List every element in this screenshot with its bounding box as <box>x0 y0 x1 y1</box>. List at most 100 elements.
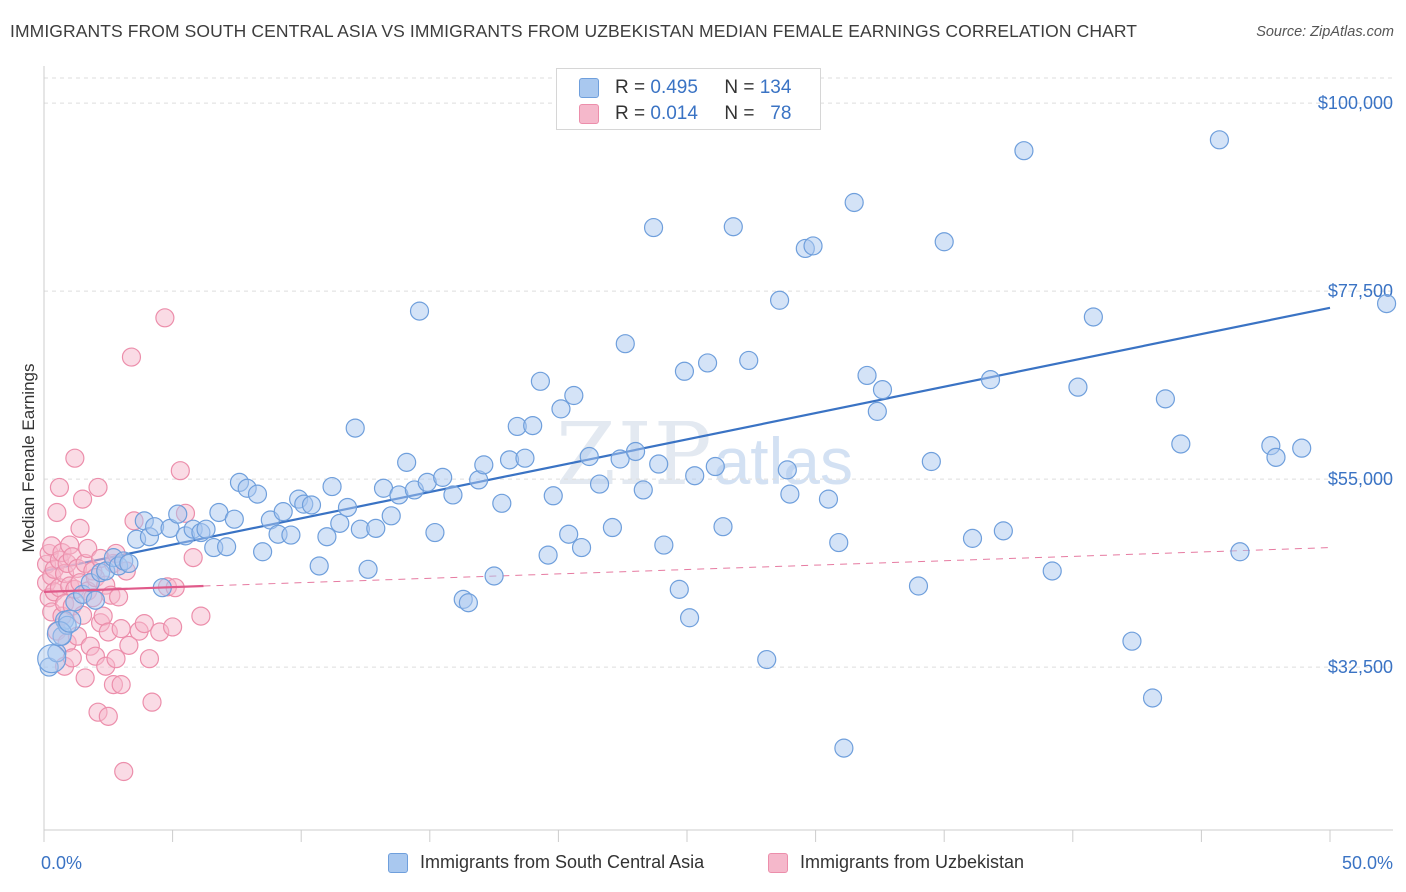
data-point-south-central-asia <box>253 542 273 562</box>
data-point-south-central-asia <box>397 452 417 472</box>
data-point-uzbekistan <box>47 502 67 523</box>
data-point-south-central-asia <box>769 290 790 310</box>
legend-r-label: R = <box>615 103 646 124</box>
data-point-south-central-asia <box>1292 438 1312 458</box>
chart-source: Source: ZipAtlas.com <box>1256 24 1394 40</box>
legend-r-value: 0.495 <box>650 77 698 98</box>
data-point-uzbekistan <box>49 477 70 498</box>
data-point-south-central-asia <box>484 566 504 586</box>
legend-r-label: R = <box>615 77 646 98</box>
data-point-south-central-asia <box>458 593 478 613</box>
data-point-uzbekistan <box>78 538 98 559</box>
data-point-south-central-asia <box>515 448 535 468</box>
data-point-uzbekistan <box>155 308 175 328</box>
data-point-south-central-asia <box>633 480 653 500</box>
data-point-south-central-asia <box>818 489 839 509</box>
data-point-south-central-asia <box>934 232 954 252</box>
data-point-south-central-asia <box>803 236 823 256</box>
data-point-south-central-asia <box>697 353 718 373</box>
data-point-south-central-asia <box>867 401 887 421</box>
data-point-south-central-asia <box>425 522 445 543</box>
data-point-uzbekistan <box>88 477 108 498</box>
data-point-south-central-asia <box>1230 542 1250 562</box>
data-point-south-central-asia <box>37 644 67 674</box>
y-tick-label: $77,500 <box>1328 281 1393 301</box>
bottom-legend-swatch-pink <box>768 853 788 873</box>
data-point-south-central-asia <box>649 454 669 474</box>
trend-line-uzbekistan-extended <box>203 547 1331 587</box>
data-point-south-central-asia <box>281 525 301 545</box>
data-point-south-central-asia <box>273 502 293 522</box>
data-point-uzbekistan <box>170 461 190 481</box>
data-point-south-central-asia <box>523 415 543 436</box>
data-point-uzbekistan <box>142 692 162 712</box>
data-point-south-central-asia <box>908 576 929 596</box>
trend-line-uzbekistan <box>43 584 204 593</box>
data-point-south-central-asia <box>224 509 244 529</box>
data-point-south-central-asia <box>872 380 893 400</box>
data-point-uzbekistan <box>134 614 154 634</box>
data-point-south-central-asia <box>705 456 725 477</box>
x-tick-label-start: 0.0% <box>41 853 82 873</box>
data-point-uzbekistan <box>98 706 118 726</box>
y-tick-label: $32,500 <box>1328 657 1393 677</box>
data-point-south-central-asia <box>551 399 571 419</box>
data-point-south-central-asia <box>530 371 550 391</box>
data-point-south-central-asia <box>993 521 1013 541</box>
data-point-south-central-asia <box>358 559 378 579</box>
data-point-south-central-asia <box>559 524 579 544</box>
y-tick-label: $55,000 <box>1328 469 1393 489</box>
data-point-uzbekistan <box>108 587 129 607</box>
data-point-uzbekistan <box>119 635 139 655</box>
data-point-south-central-asia <box>345 418 365 438</box>
legend-r-value: 0.014 <box>650 103 698 124</box>
data-point-south-central-asia <box>317 527 337 547</box>
data-point-south-central-asia <box>301 495 322 515</box>
x-tick-label-end: 50.0% <box>1342 853 1393 873</box>
trend-line-south-central-asia <box>43 306 1331 573</box>
correlation-legend: R = 0.495 N = 134 R = 0.014 N = 78 <box>556 68 821 130</box>
data-point-south-central-asia <box>381 506 401 526</box>
data-point-south-central-asia <box>564 385 584 406</box>
data-point-uzbekistan <box>65 448 85 468</box>
data-point-south-central-asia <box>1083 307 1103 327</box>
data-point-south-central-asia <box>579 446 599 467</box>
data-point-uzbekistan <box>72 489 93 509</box>
legend-swatch-blue <box>579 78 599 98</box>
data-point-south-central-asia <box>780 484 800 504</box>
data-point-south-central-asia <box>610 449 630 469</box>
data-point-south-central-asia <box>366 518 386 538</box>
data-point-south-central-asia <box>834 738 854 758</box>
data-point-south-central-asia <box>739 350 759 371</box>
legend-n-value: 134 <box>759 77 792 98</box>
data-point-south-central-asia <box>679 608 700 628</box>
data-point-south-central-asia <box>723 217 743 237</box>
data-point-south-central-asia <box>538 545 558 565</box>
data-point-south-central-asia <box>337 497 358 518</box>
data-point-south-central-asia <box>474 455 494 475</box>
data-point-south-central-asia <box>543 486 563 506</box>
data-point-uzbekistan <box>70 518 90 538</box>
data-point-south-central-asia <box>602 517 623 538</box>
bottom-legend-label: Immigrants from Uzbekistan <box>800 852 1025 872</box>
data-point-south-central-asia <box>1171 434 1191 454</box>
data-point-south-central-asia <box>322 476 342 497</box>
data-point-south-central-asia <box>196 519 216 539</box>
legend-n-label: N = <box>724 103 755 124</box>
data-point-south-central-asia <box>685 466 705 486</box>
data-point-south-central-asia <box>409 301 430 321</box>
y-axis-label: Median Female Earnings <box>19 363 38 553</box>
data-point-south-central-asia <box>844 192 864 213</box>
data-point-south-central-asia <box>58 609 82 633</box>
data-point-south-central-asia <box>921 451 941 472</box>
data-point-south-central-asia <box>962 528 983 548</box>
data-point-south-central-asia <box>625 441 646 462</box>
data-point-south-central-asia <box>669 579 689 599</box>
data-point-south-central-asia <box>119 553 139 574</box>
data-point-south-central-asia <box>1376 294 1397 314</box>
data-point-uzbekistan <box>111 619 131 639</box>
data-point-uzbekistan <box>106 649 126 669</box>
data-point-south-central-asia <box>1209 130 1230 150</box>
data-point-south-central-asia <box>615 334 635 354</box>
